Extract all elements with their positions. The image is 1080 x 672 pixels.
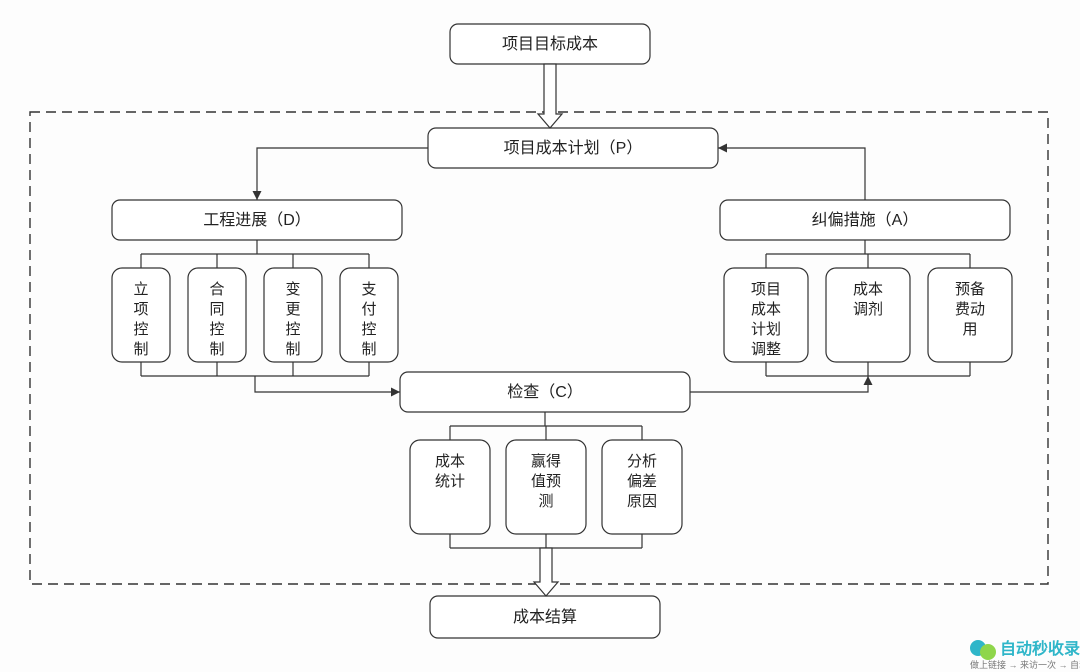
node-check: 检查（C） bbox=[400, 372, 690, 412]
node-do: 工程进展（D） bbox=[112, 200, 402, 240]
node-check-label: 检查（C） bbox=[507, 383, 583, 401]
child-do-3: 支付控制 bbox=[340, 254, 398, 376]
node-plan: 项目成本计划（P） bbox=[428, 128, 718, 168]
arrow-check-bottom bbox=[534, 548, 558, 596]
svg-text:控: 控 bbox=[209, 321, 224, 338]
svg-text:制: 制 bbox=[209, 341, 224, 358]
flowchart: 项目目标成本项目成本计划（P） 工程进展（D） 纠偏措施（A） 检查（C） 成本结算 立… bbox=[0, 0, 1080, 672]
svg-text:调整: 调整 bbox=[751, 341, 781, 358]
child-do-2: 变更控制 bbox=[264, 254, 322, 376]
child-check-0: 成本统计 bbox=[410, 426, 490, 548]
child-do-1: 合同控制 bbox=[188, 254, 246, 376]
node-act-label: 纠偏措施（A） bbox=[812, 211, 919, 229]
svg-text:测: 测 bbox=[538, 493, 553, 510]
node-bottom: 成本结算 bbox=[430, 596, 660, 638]
svg-text:用: 用 bbox=[962, 321, 977, 338]
svg-text:赢得: 赢得 bbox=[531, 453, 561, 470]
svg-text:成本: 成本 bbox=[853, 281, 883, 298]
svg-text:成本: 成本 bbox=[751, 301, 781, 318]
edge-check-act bbox=[690, 376, 868, 392]
child-do-0: 立项控制 bbox=[112, 254, 170, 376]
svg-text:合: 合 bbox=[209, 281, 224, 298]
svg-text:统计: 统计 bbox=[435, 473, 465, 490]
svg-text:立: 立 bbox=[133, 281, 148, 298]
arrow-top-plan bbox=[538, 64, 562, 128]
watermark-sub: 做上链接 → 来访一次 → 自动收录 → bbox=[970, 659, 1080, 670]
rail-act-top bbox=[766, 240, 970, 254]
svg-text:原因: 原因 bbox=[627, 493, 657, 510]
svg-text:控: 控 bbox=[133, 321, 148, 338]
watermark-title: 自动秒收录 bbox=[1000, 639, 1080, 658]
child-act-0: 项目成本计划调整 bbox=[724, 254, 808, 376]
svg-text:变: 变 bbox=[285, 281, 300, 298]
rail-check-top bbox=[450, 412, 642, 426]
node-top-label: 项目目标成本 bbox=[502, 35, 598, 53]
svg-text:控: 控 bbox=[285, 321, 300, 338]
node-do-label: 工程进展（D） bbox=[203, 211, 311, 229]
svg-text:控: 控 bbox=[361, 321, 376, 338]
child-check-1: 赢得值预测 bbox=[506, 426, 586, 548]
watermark: 自动秒收录 做上链接 → 来访一次 → 自动收录 → bbox=[970, 639, 1080, 670]
svg-text:成本: 成本 bbox=[435, 453, 465, 470]
svg-text:项目: 项目 bbox=[751, 281, 781, 298]
svg-text:制: 制 bbox=[133, 341, 148, 358]
rail-do-top bbox=[141, 240, 369, 254]
child-act-2: 预备费动用 bbox=[928, 254, 1012, 376]
edge-plan-do bbox=[257, 148, 428, 200]
child-check-2: 分析偏差原因 bbox=[602, 426, 682, 548]
edge-do-check bbox=[255, 376, 400, 392]
child-act-1: 成本调剂 bbox=[826, 254, 910, 376]
svg-text:项: 项 bbox=[133, 301, 148, 318]
svg-text:付: 付 bbox=[361, 301, 376, 318]
svg-text:支: 支 bbox=[361, 281, 376, 298]
svg-text:制: 制 bbox=[285, 341, 300, 358]
svg-text:偏差: 偏差 bbox=[627, 473, 657, 490]
svg-text:制: 制 bbox=[361, 341, 376, 358]
node-plan-label: 项目成本计划（P） bbox=[504, 139, 643, 157]
node-bottom-label: 成本结算 bbox=[513, 607, 577, 626]
node-top: 项目目标成本 bbox=[450, 24, 650, 64]
svg-text:更: 更 bbox=[285, 301, 300, 318]
svg-text:同: 同 bbox=[209, 301, 224, 318]
edge-act-plan bbox=[718, 148, 865, 200]
svg-text:计划: 计划 bbox=[751, 321, 781, 338]
svg-text:预备: 预备 bbox=[955, 281, 985, 298]
svg-text:值预: 值预 bbox=[531, 473, 561, 490]
svg-text:分析: 分析 bbox=[627, 453, 657, 470]
svg-text:费动: 费动 bbox=[955, 301, 985, 318]
node-act: 纠偏措施（A） bbox=[720, 200, 1010, 240]
svg-text:调剂: 调剂 bbox=[853, 301, 883, 318]
